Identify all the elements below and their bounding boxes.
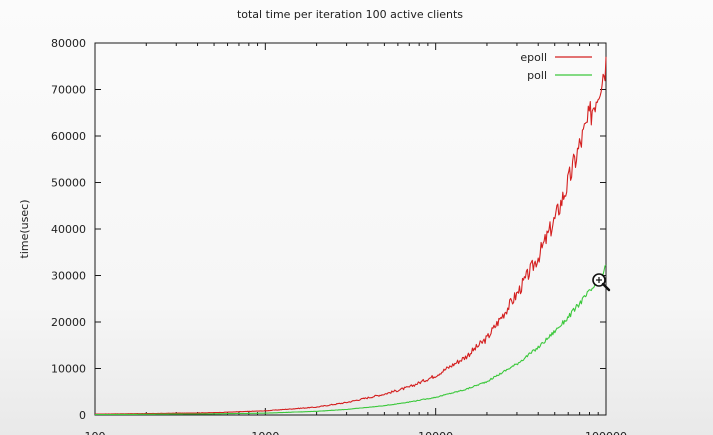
y-tick-label: 80000 <box>51 37 86 50</box>
x-tick-label: 100 <box>85 430 106 435</box>
legend-label-poll: poll <box>527 69 547 82</box>
series-line-poll <box>95 264 607 416</box>
chart-title: total time per iteration 100 active clie… <box>237 8 463 21</box>
zoom-cursor-icon <box>592 273 611 292</box>
y-tick-label: 30000 <box>51 270 86 283</box>
series-line-epoll <box>95 56 607 415</box>
x-tick-label: 100000 <box>585 430 627 435</box>
x-tick-label: 10000 <box>418 430 453 435</box>
x-tick-label: 1000 <box>251 430 279 435</box>
y-tick-label: 0 <box>79 409 86 422</box>
y-tick-label: 10000 <box>51 363 86 376</box>
y-tick-label: 20000 <box>51 316 86 329</box>
y-axis-label: time(usec) <box>18 200 31 259</box>
y-tick-label: 70000 <box>51 84 86 97</box>
legend-label-epoll: epoll <box>520 51 547 64</box>
y-tick-label: 50000 <box>51 177 86 190</box>
y-tick-label: 40000 <box>51 223 86 236</box>
y-tick-label: 60000 <box>51 130 86 143</box>
plot-area-border <box>94 42 607 416</box>
